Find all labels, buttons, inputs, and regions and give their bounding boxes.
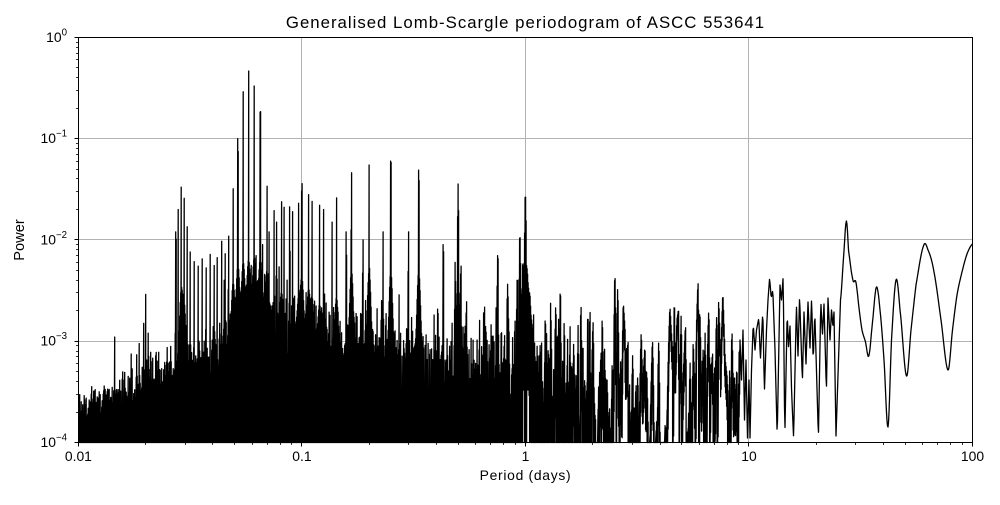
svg-text:Period (days): Period (days) <box>480 467 572 483</box>
svg-text:0.01: 0.01 <box>65 448 92 464</box>
svg-text:Power: Power <box>12 219 28 261</box>
svg-text:1: 1 <box>522 448 530 464</box>
svg-text:10: 10 <box>741 448 757 464</box>
svg-text:100: 100 <box>961 448 984 464</box>
svg-text:0.1: 0.1 <box>292 448 312 464</box>
svg-text:Generalised Lomb-Scargle perio: Generalised Lomb-Scargle periodogram of … <box>286 13 765 32</box>
